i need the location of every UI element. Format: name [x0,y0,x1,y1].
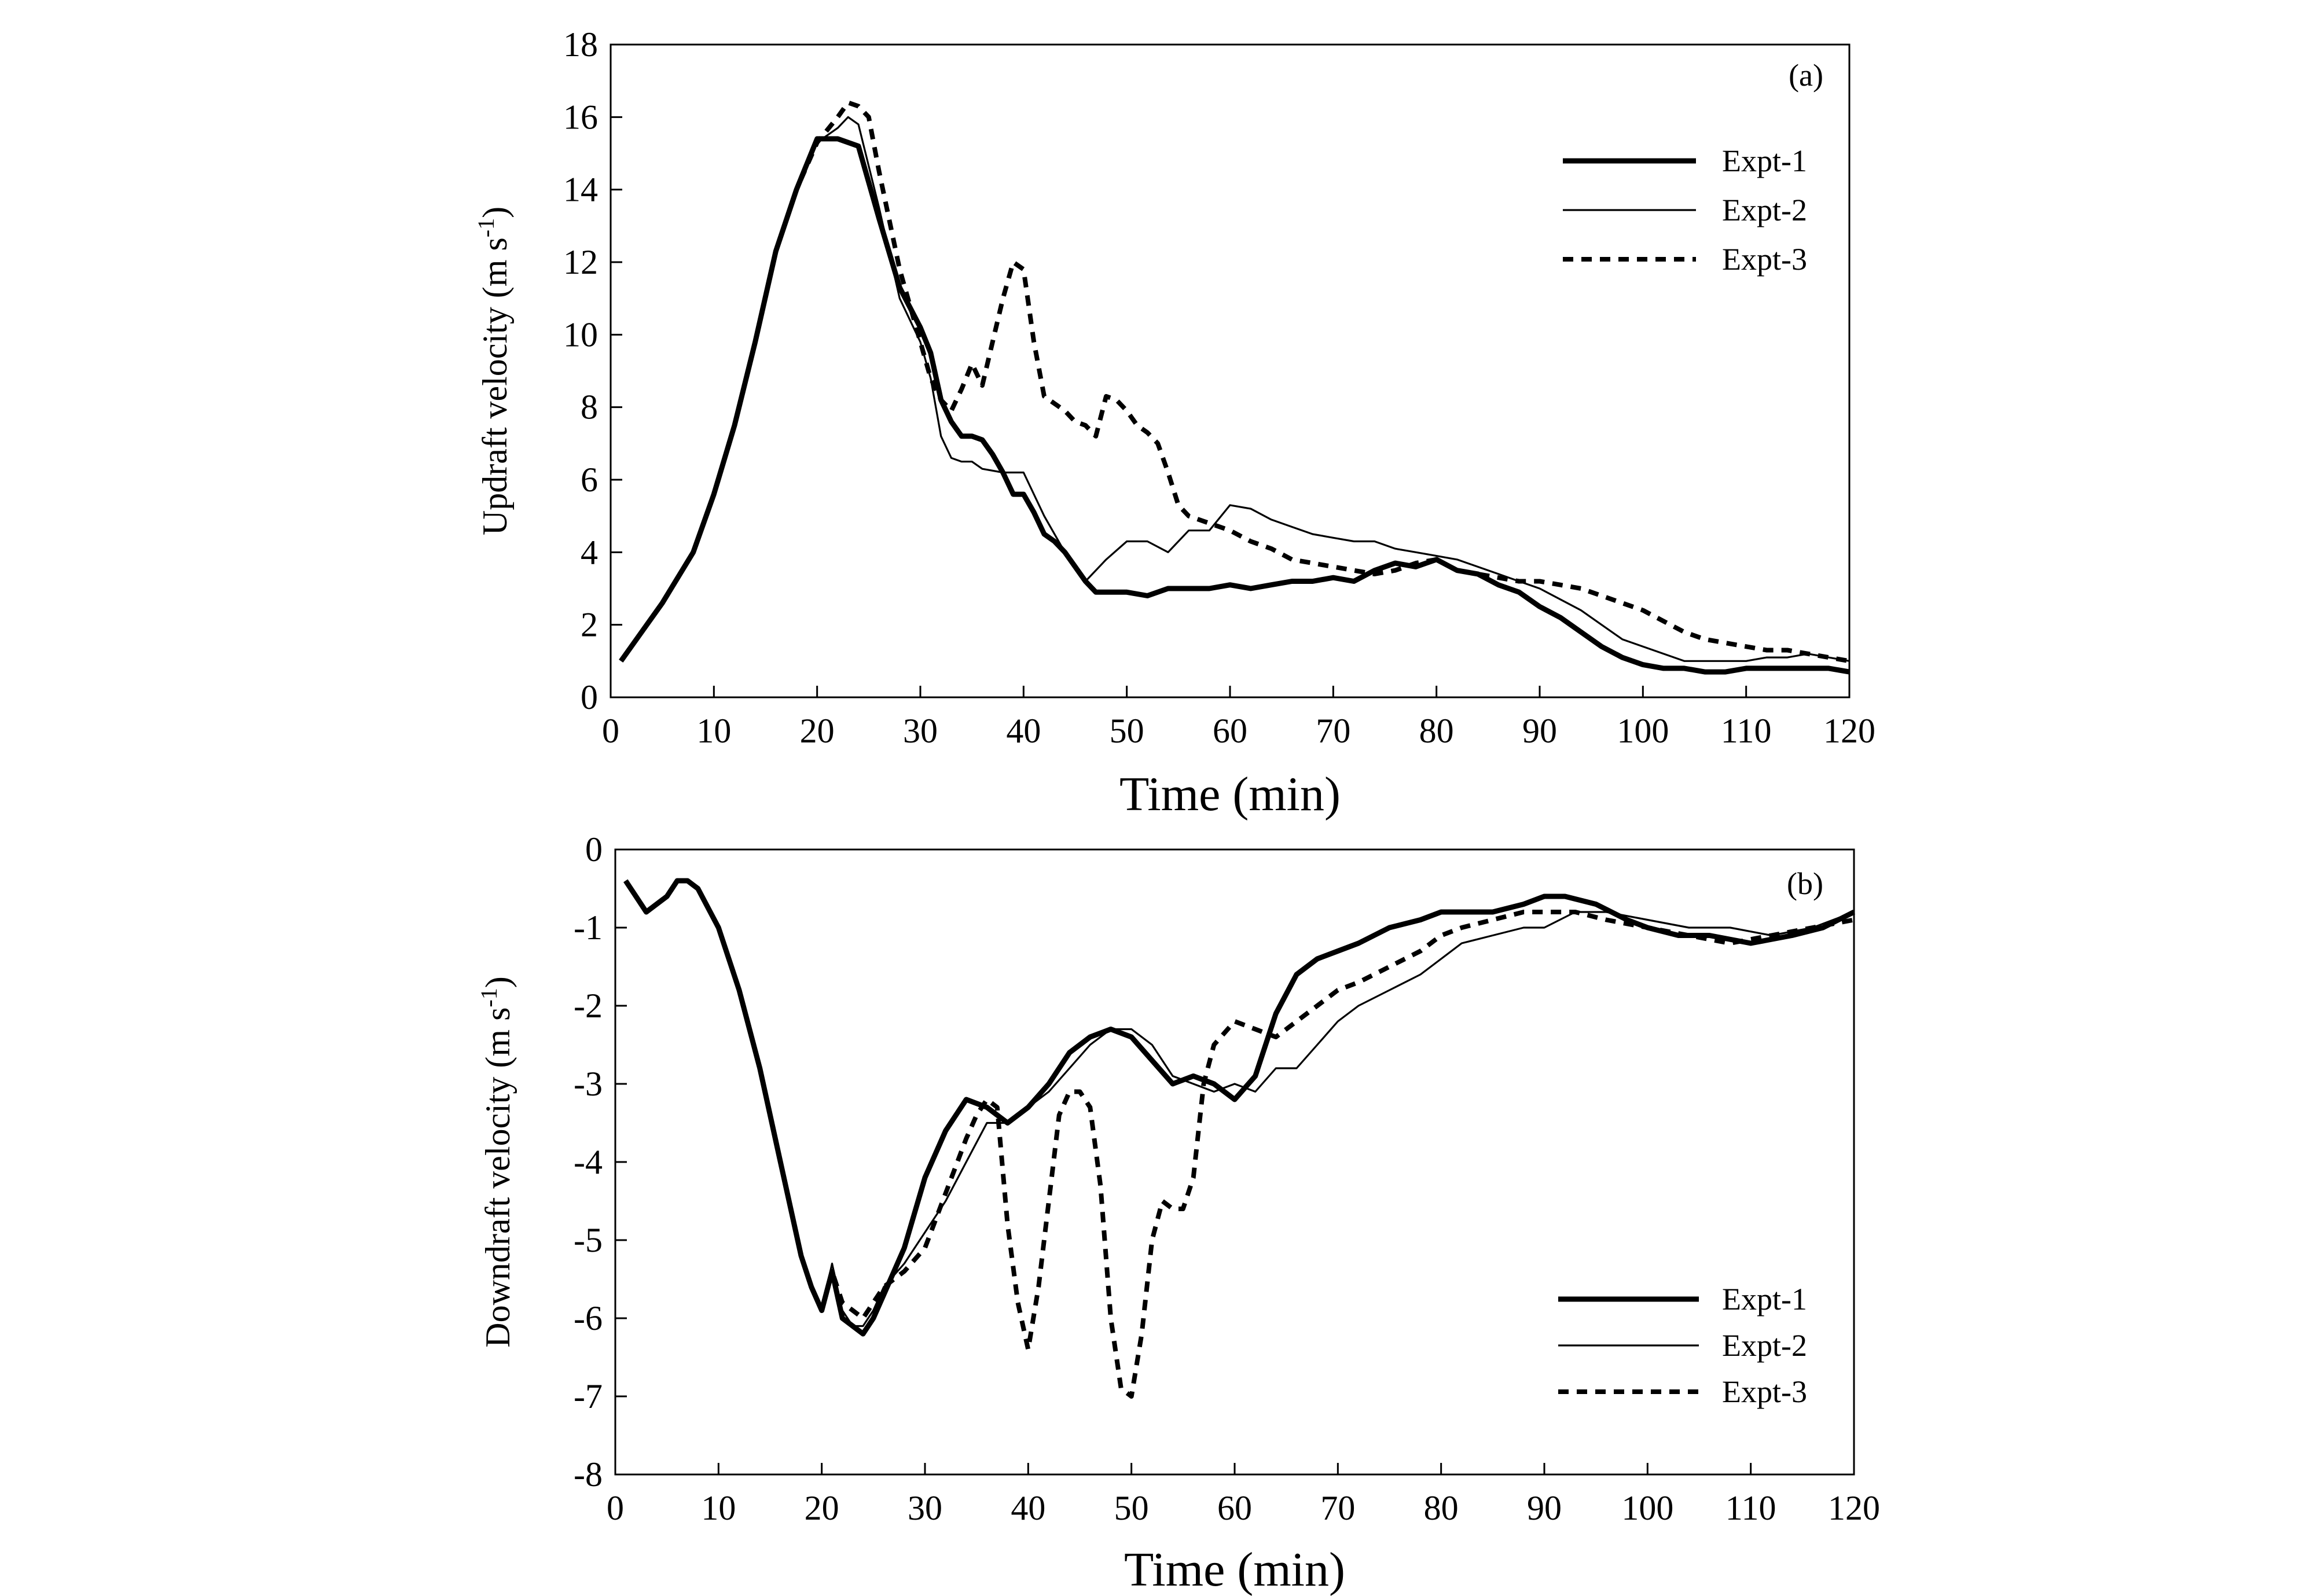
y-tick-label: -6 [574,1299,603,1337]
y-tick-label: -7 [574,1377,603,1415]
series-line-expt-3 [619,100,1850,664]
panel-label: (b) [1787,866,1823,901]
y-axis-title-close: ) [479,976,517,988]
y-axis-title-superscript: -1 [473,218,499,237]
x-tick-label: 100 [1617,712,1669,750]
x-tick-label: 10 [701,1489,736,1527]
x-tick-label: 30 [908,1489,942,1527]
y-tick-label: 14 [563,171,598,209]
x-axis-title: Time (min) [1119,767,1341,821]
x-tick-label: 120 [1828,1489,1880,1527]
x-tick-label: 60 [1213,712,1247,750]
y-tick-label: 0 [581,678,598,716]
y-tick-label: 2 [581,606,598,644]
x-tick-label: 100 [1621,1489,1673,1527]
x-tick-label: 90 [1527,1489,1562,1527]
panel-b: 0 10 20 30 40 50 60 70 80 90 100 110 120 0 -1 -2 -3 -4 -5 -… [476,830,1880,1596]
panel-label: (a) [1789,58,1823,93]
x-tick-label: 0 [602,712,619,750]
y-tick-label: -5 [574,1221,603,1259]
x-axis-title: Time (min) [1124,1543,1345,1596]
x-tick-label: 60 [1217,1489,1252,1527]
y-tick-label: 18 [563,25,598,64]
y-axis-title: Updraft velocity (m s-1) [473,207,514,535]
series-line-expt-3 [623,878,1855,1399]
x-tick-label: 80 [1419,712,1454,750]
legend-label: Expt-2 [1722,1328,1807,1363]
y-tick-label: -8 [574,1455,603,1494]
x-tick-label: 40 [1011,1489,1045,1527]
y-tick-label: -4 [574,1143,603,1181]
y-tick-label: 16 [563,98,598,136]
x-tick-label: 110 [1725,1489,1776,1527]
x-tick-label: 20 [805,1489,839,1527]
y-tick-label: 12 [563,243,598,281]
x-tick-label: 0 [607,1489,624,1527]
x-tick-label: 120 [1823,712,1875,750]
series-line-expt-2 [620,116,1850,662]
x-tick-label: 30 [903,712,938,750]
y-tick-label: 4 [581,533,598,571]
x-tick-label: 50 [1114,1489,1149,1527]
y-axis-title-main: Downdraft velocity (m s [479,1007,517,1348]
y-tick-label: 10 [563,315,598,354]
y-tick-label: 6 [581,461,598,499]
x-tick-label: 90 [1522,712,1557,750]
y-tick-label: -2 [574,987,603,1025]
x-tick-label: 10 [696,712,731,750]
plot-frame [614,848,1855,1476]
y-tick-label: 0 [585,830,603,869]
legend-label: Expt-1 [1722,1282,1807,1316]
x-tick-label: 40 [1006,712,1041,750]
series-line-expt-1 [623,878,1856,1337]
legend-label: Expt-3 [1722,1374,1807,1409]
y-tick-label: -1 [574,909,603,947]
x-tick-label: 20 [800,712,835,750]
series-line-expt-1 [619,136,1850,675]
legend-label: Expt-1 [1722,144,1807,178]
y-tick-label: 8 [581,388,598,426]
y-axis-title-main: Updraft velocity (m s [476,237,514,535]
x-tick-label: 80 [1424,1489,1459,1527]
legend-label: Expt-2 [1722,193,1807,227]
series-line-expt-2 [625,880,1855,1327]
legend-label: Expt-3 [1722,242,1807,277]
panel-a: 0 10 20 30 40 50 60 70 80 90 100 110 120 0 2 4 6 8 10 12 14 1… [473,25,1875,821]
y-axis-title-superscript: -1 [476,988,502,1007]
y-axis-title-close: ) [476,207,514,218]
y-axis-title: Downdraft velocity (m s-1) [476,976,517,1348]
x-tick-label: 70 [1316,712,1350,750]
plot-frame [610,43,1851,698]
x-tick-label: 110 [1721,712,1772,750]
x-tick-label: 50 [1110,712,1144,750]
x-tick-label: 70 [1320,1489,1355,1527]
y-tick-label: -3 [574,1065,603,1103]
